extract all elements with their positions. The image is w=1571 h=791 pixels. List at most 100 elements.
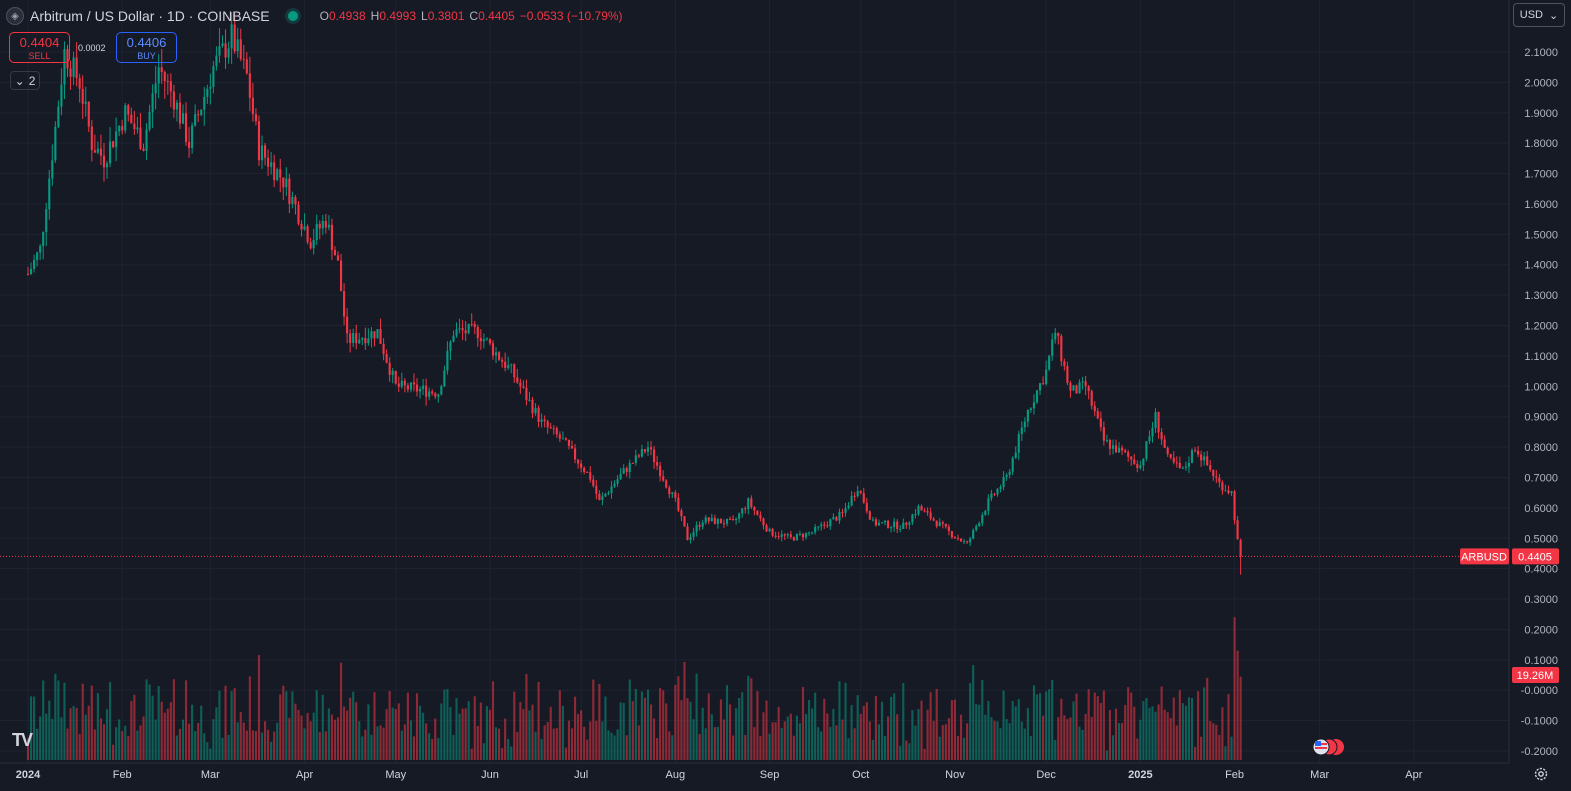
candle: [552, 425, 555, 435]
volume-bar: [291, 691, 294, 760]
buy-button[interactable]: 0.4406 BUY: [116, 32, 177, 63]
volume-bar: [303, 728, 306, 760]
volume-bar: [312, 712, 315, 760]
candle: [391, 368, 394, 384]
candle: [835, 516, 838, 522]
candle: [96, 141, 99, 155]
candle: [1230, 490, 1233, 496]
candle: [1114, 439, 1118, 453]
volume-bar: [923, 748, 926, 760]
price-tick-label: 1.2000: [1524, 321, 1558, 333]
volume-bar: [1181, 703, 1184, 760]
candle: [1011, 456, 1014, 476]
volume-bar: [847, 738, 850, 760]
volume-bar: [382, 727, 385, 760]
settings-button[interactable]: [1530, 763, 1552, 785]
volume-bar: [598, 683, 601, 760]
candle: [908, 521, 911, 530]
volume-bar: [1160, 686, 1163, 760]
sell-button[interactable]: 0.4404 SELL: [9, 32, 70, 63]
candle: [33, 254, 36, 273]
candle: [1209, 460, 1212, 472]
candle: [181, 104, 185, 125]
candle: [385, 349, 388, 364]
candle: [1023, 417, 1026, 433]
candle: [762, 517, 765, 530]
candle: [124, 102, 127, 134]
candle: [206, 84, 209, 104]
candle: [1236, 516, 1239, 540]
economic-events-icon[interactable]: [1312, 738, 1346, 756]
volume-bar: [494, 727, 498, 760]
volume-bar: [66, 728, 69, 760]
volume-bar: [616, 729, 619, 760]
candle: [1187, 456, 1191, 474]
volume-bar: [133, 694, 136, 760]
volume-bar: [236, 722, 239, 760]
candle: [877, 519, 881, 526]
indicators-toggle-button[interactable]: ⌄ 2: [10, 71, 40, 90]
candle: [646, 441, 650, 456]
candle: [1017, 430, 1020, 461]
candle: [719, 518, 722, 524]
candle: [45, 202, 48, 247]
candle: [732, 515, 735, 521]
volume-bar: [1227, 694, 1230, 760]
candle: [683, 516, 686, 527]
price-tick-label: 0.2000: [1524, 624, 1558, 636]
volume-bar: [209, 748, 212, 760]
volume-bar: [78, 734, 81, 760]
volume-bar: [1017, 699, 1020, 760]
candle: [528, 391, 531, 402]
time-axis[interactable]: 2024 Feb Mar Apr May Jun Jul Aug Sep Oct Nov Dec 202…: [0, 762, 1571, 791]
volume-bar: [1087, 689, 1090, 760]
candle: [428, 387, 431, 401]
currency-selector[interactable]: USD ⌄: [1513, 3, 1565, 27]
volume-bar: [96, 693, 99, 760]
candle: [339, 253, 343, 292]
volume-bar: [969, 682, 972, 760]
volume-bar: [549, 706, 552, 760]
volume-bar: [947, 718, 950, 760]
time-tick-label: Mar: [201, 769, 220, 781]
volume-bar: [996, 721, 999, 760]
volume-bar: [914, 725, 917, 760]
candle: [1136, 460, 1139, 473]
volume-bar: [1163, 709, 1166, 760]
volume-bar: [443, 689, 446, 760]
candle: [701, 519, 704, 530]
candle: [643, 448, 647, 454]
candle: [184, 102, 188, 146]
candle: [139, 113, 142, 150]
volume-bar: [127, 736, 130, 760]
volume-bar: [832, 708, 835, 760]
candle-series: [26, 12, 1242, 575]
candle: [507, 356, 510, 371]
volume-bar: [422, 712, 425, 760]
volume-bar: [446, 688, 449, 760]
tradingview-logo-icon[interactable]: TV: [12, 730, 33, 750]
candle: [142, 143, 145, 152]
symbol-title[interactable]: Arbitrum / US Dollar · 1D · COINBASE: [30, 8, 270, 24]
price-tick-label: 0.4000: [1524, 564, 1558, 576]
ohlc-values: O0.4938 H0.4993 L0.3801 C0.4405 −0.0533 …: [320, 9, 623, 23]
volume-bar: [102, 724, 106, 760]
candle: [361, 337, 364, 346]
volume-bar: [203, 733, 206, 760]
candle: [233, 13, 236, 54]
volume-bar: [577, 714, 580, 760]
candle: [1057, 332, 1060, 345]
candle: [1224, 484, 1227, 492]
candle: [561, 431, 564, 440]
candle: [887, 519, 890, 529]
candle: [221, 35, 224, 48]
candle: [610, 480, 613, 499]
price-axis[interactable]: 2.1000 2.0000 1.9000 1.8000 1.7000 1.6000 1.50…: [1508, 0, 1571, 763]
volume-bar: [1154, 711, 1157, 760]
candle: [592, 475, 595, 488]
candle: [747, 497, 750, 515]
candle: [72, 51, 75, 86]
candle: [78, 73, 81, 103]
volume-bar: [786, 716, 789, 760]
